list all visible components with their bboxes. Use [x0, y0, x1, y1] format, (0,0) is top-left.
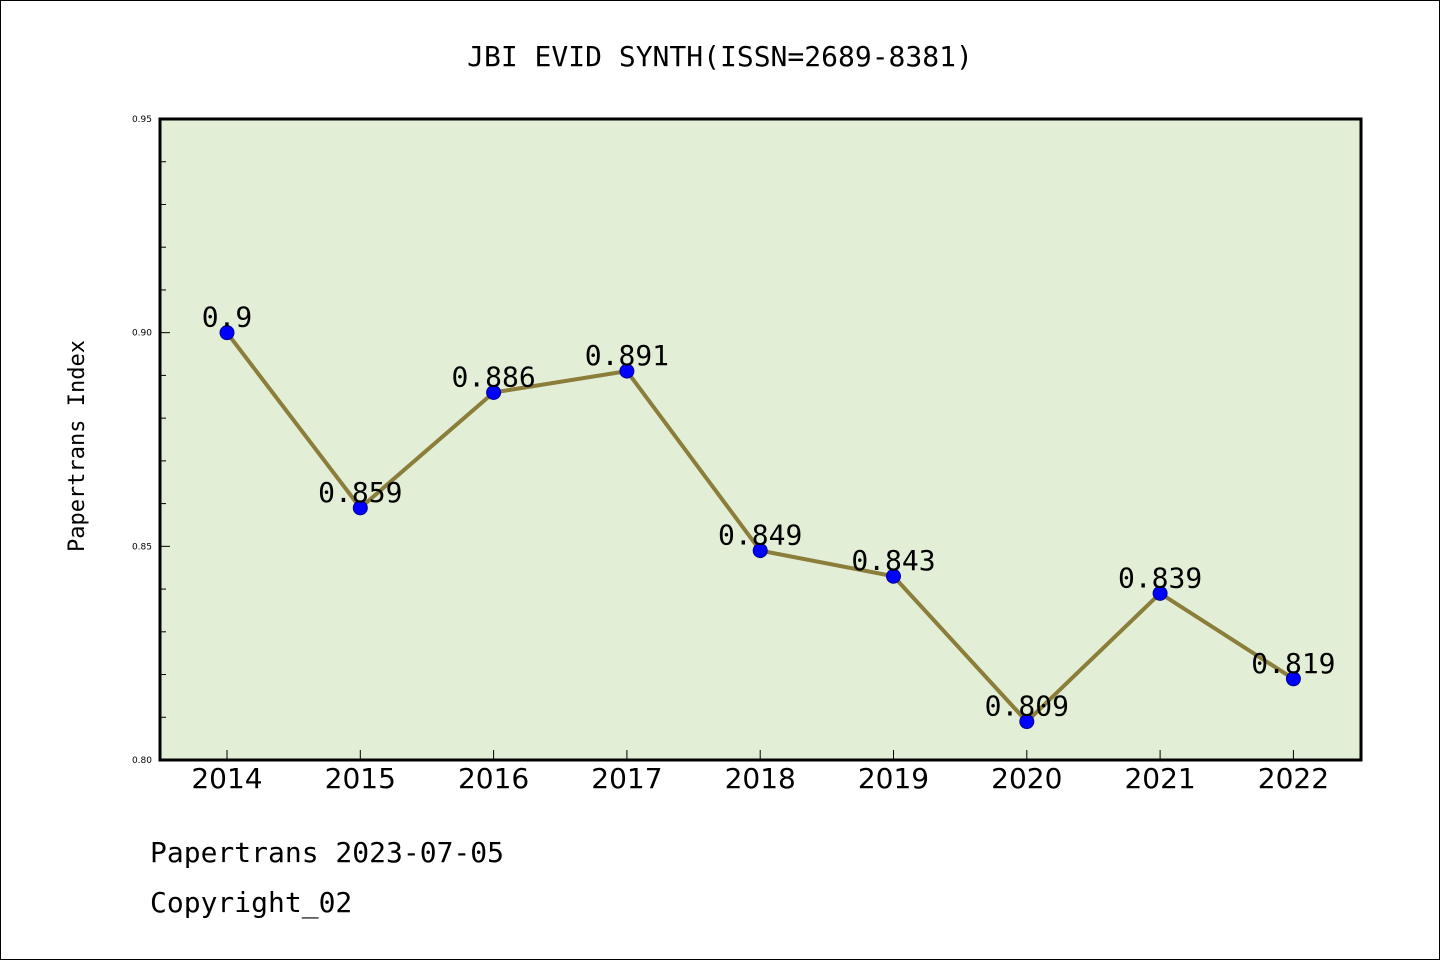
data-point	[886, 568, 901, 584]
data-point	[352, 500, 368, 516]
x-tick-label: 2021	[1124, 762, 1195, 795]
data-label: 0.859	[318, 476, 402, 509]
x-tick-label: 2014	[191, 762, 262, 795]
series-papertrans-index	[219, 325, 1301, 730]
data-point	[1019, 714, 1035, 730]
footer-copyright: Copyright_02	[150, 886, 353, 919]
y-axis-label: Papertrans Index	[65, 340, 90, 552]
data-label: 0.9	[202, 301, 253, 334]
data-point	[1152, 585, 1168, 601]
data-point	[752, 543, 768, 559]
x-axis: 2014 2015 2016 2017 2018 2019 2020 2021 2022	[191, 750, 1329, 795]
plot-area	[158, 117, 1363, 762]
data-point	[219, 325, 235, 341]
y-tick-label: 0.90	[132, 329, 152, 339]
data-point	[619, 363, 635, 379]
y-tick-label: 0.85	[132, 542, 152, 552]
x-tick-label: 2018	[725, 762, 796, 795]
data-point	[486, 384, 502, 400]
data-label: 0.843	[851, 544, 935, 577]
x-tick-label: 2020	[991, 762, 1062, 795]
data-label: 0.886	[451, 360, 535, 393]
data-label: 0.839	[1118, 561, 1202, 594]
y-tick-label: 0.80	[132, 756, 152, 766]
data-label: 0.819	[1251, 647, 1335, 680]
data-label: 0.891	[585, 339, 669, 372]
data-label: 0.809	[985, 690, 1069, 723]
x-tick-label: 2022	[1258, 762, 1329, 795]
chart-title: JBI EVID SYNTH(ISSN=2689-8381)	[467, 40, 973, 73]
data-label: 0.849	[718, 519, 802, 552]
x-tick-label: 2016	[458, 762, 529, 795]
y-axis: 0.80 0.85 0.90 0.95	[132, 115, 170, 766]
data-labels: 0.9 0.859 0.886 0.891 0.849 0.843 0.809 0.839 0.…	[202, 301, 1336, 723]
y-tick-label: 0.95	[132, 115, 152, 125]
x-tick-label: 2019	[858, 762, 929, 795]
x-tick-label: 2017	[591, 762, 662, 795]
data-point	[1285, 671, 1301, 687]
footer-date: Papertrans 2023-07-05	[150, 836, 505, 869]
x-tick-label: 2015	[325, 762, 396, 795]
